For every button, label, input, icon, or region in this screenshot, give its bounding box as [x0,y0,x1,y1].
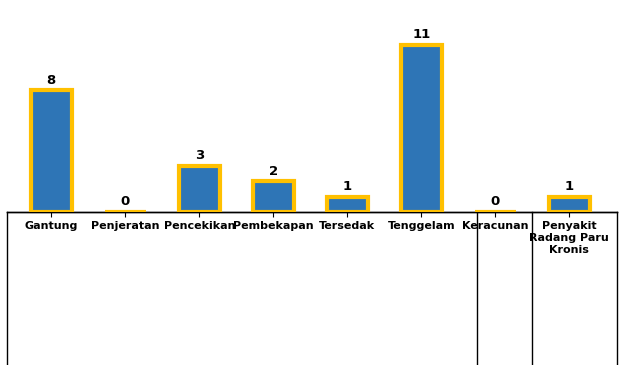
Text: 8: 8 [47,74,56,87]
Bar [549,196,590,212]
Text: 0: 0 [491,195,500,208]
Text: 0: 0 [121,195,130,208]
Bar [31,91,72,212]
Bar [253,181,294,212]
Text: 11: 11 [412,28,431,41]
Text: 3: 3 [195,149,204,162]
Bar [401,45,442,212]
Text: 1: 1 [565,180,574,193]
Bar [327,196,367,212]
Text: 2: 2 [269,165,278,178]
Bar [179,166,220,212]
Text: 1: 1 [343,180,352,193]
